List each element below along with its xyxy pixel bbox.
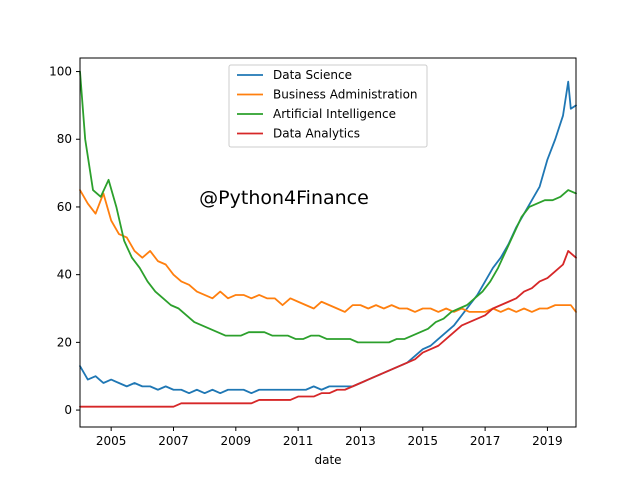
legend: Data Science Business Administration Artif… (228, 64, 428, 148)
y-tick-label: 60 (57, 200, 72, 214)
legend-label: Artificial Intelligence (273, 107, 396, 121)
y-tick-label: 0 (64, 403, 72, 417)
x-tick-label: 2017 (470, 434, 501, 448)
watermark-annotation: @Python4Finance (199, 187, 369, 209)
plot-frame (79, 57, 577, 428)
x-tick-label: 2005 (96, 434, 127, 448)
x-axis: 2005 2007 2009 2011 2013 2015 2017 2019 (96, 427, 563, 448)
x-tick-label: 2019 (532, 434, 563, 448)
y-tick-label: 100 (49, 65, 72, 79)
series-lines (79, 70, 577, 408)
series-line-business-administration (79, 189, 577, 313)
x-tick-label: 2013 (345, 434, 376, 448)
y-tick-label: 80 (57, 132, 72, 146)
legend-box (228, 64, 428, 148)
legend-label: Data Analytics (273, 127, 360, 141)
x-axis-label: date (314, 453, 341, 467)
series-line-artificial-intelligence (79, 70, 577, 344)
legend-label: Business Administration (273, 88, 418, 102)
y-tick-label: 40 (57, 268, 72, 282)
series-line-data-science (79, 80, 577, 395)
y-tick-label: 20 (57, 335, 72, 349)
y-axis: 0 20 40 60 80 100 (49, 65, 80, 417)
x-tick-label: 2011 (283, 434, 314, 448)
x-tick-label: 2015 (408, 434, 439, 448)
legend-label: Data Science (273, 68, 352, 82)
x-tick-label: 2009 (221, 434, 252, 448)
series-line-data-analytics (79, 250, 577, 408)
x-tick-label: 2007 (158, 434, 189, 448)
